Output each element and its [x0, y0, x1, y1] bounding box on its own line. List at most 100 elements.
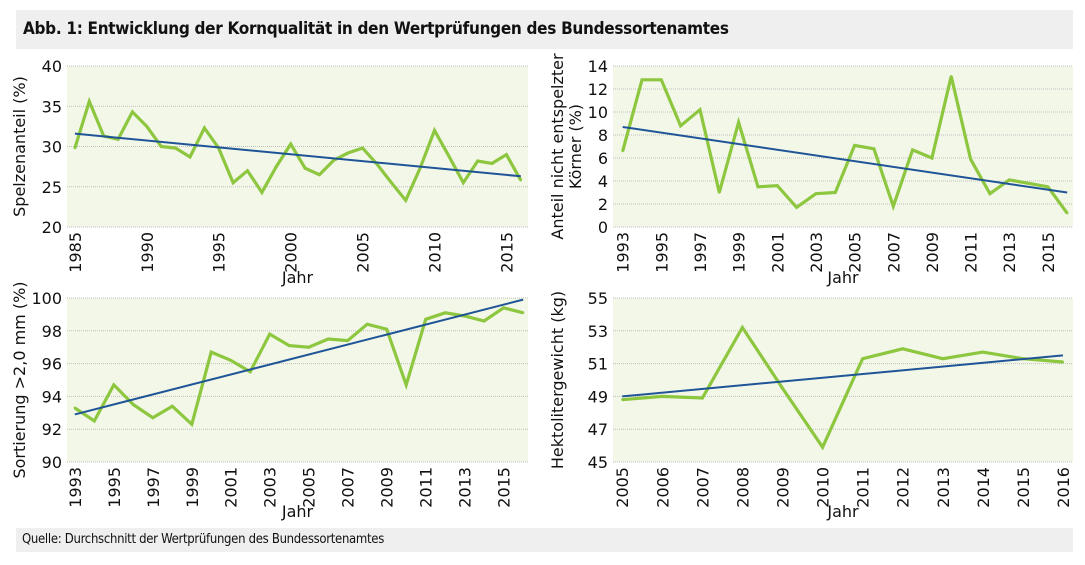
trend-line	[622, 354, 1064, 398]
data-point	[365, 323, 369, 326]
x-tick-label: 2013	[1000, 232, 1019, 273]
data-point	[288, 344, 291, 347]
data-point	[73, 406, 76, 410]
data-point	[901, 347, 904, 351]
y-axis-label: Spelzenanteil (%)	[10, 76, 29, 217]
x-tick-label: 1993	[66, 467, 85, 508]
data-point	[930, 156, 934, 160]
x-tick-label: 2005	[300, 467, 319, 508]
data-point	[1046, 185, 1050, 188]
data-point	[490, 162, 494, 165]
x-axis-label: Jahr	[826, 268, 859, 287]
plot-area	[613, 66, 1073, 227]
y-tick-label: 51	[588, 355, 608, 374]
data-point	[132, 403, 135, 406]
x-tick-label: 2015	[497, 232, 516, 273]
trend-line	[74, 132, 521, 178]
data-point	[203, 126, 206, 130]
data-point	[289, 142, 292, 146]
data-point	[131, 110, 134, 114]
data-point	[151, 416, 154, 419]
y-tick-label: 4	[598, 172, 608, 191]
data-point	[433, 129, 436, 132]
x-tick-label: 1995	[210, 232, 229, 273]
x-tick-label: 2003	[261, 467, 280, 508]
data-point	[737, 121, 740, 124]
data-point	[834, 191, 837, 194]
data-point	[853, 144, 856, 147]
data-point	[911, 148, 914, 152]
y-axis-label: Sortierung >2,0 mm (%)	[10, 281, 29, 478]
data-point	[519, 179, 523, 182]
data-point	[861, 357, 864, 360]
y-tick-label: 92	[42, 420, 62, 439]
chart-2: 0 2 4 6 8 10 12 14 1993 1995 1997 1999 2001 2003 2005 2…	[548, 53, 1073, 287]
source-note: Quelle: Durchschnitt der Wertprüfungen d…	[22, 532, 384, 547]
series-line	[73, 96, 523, 204]
x-tick-label: 2012	[894, 467, 913, 508]
data-point	[781, 387, 784, 390]
data-point	[443, 311, 447, 314]
data-point	[361, 146, 364, 150]
x-tick-label: 2007	[884, 232, 903, 273]
data-point	[718, 191, 721, 194]
data-point	[1008, 178, 1011, 182]
y-tick-label: 40	[42, 57, 62, 76]
x-tick-label: 2011	[854, 467, 873, 508]
data-point	[210, 350, 213, 354]
x-tick-label: 2009	[773, 467, 792, 508]
data-point	[307, 346, 310, 349]
x-tick-label: 2005	[846, 232, 865, 273]
x-axis-label: Jahr	[826, 502, 859, 521]
data-point	[679, 124, 682, 128]
data-point	[73, 146, 77, 150]
data-point	[621, 398, 624, 401]
data-point	[660, 78, 663, 82]
data-point	[969, 157, 972, 161]
y-tick-label: 25	[42, 178, 62, 197]
figure-footer: Quelle: Durchschnitt der Wertprüfungen d…	[16, 528, 1073, 552]
data-point	[190, 423, 193, 426]
chart-1: 20 25 30 35 40 1985 1990 1995 2000 2005 2010 2015 Ja…	[10, 57, 528, 287]
x-tick-label: 2013	[934, 467, 953, 508]
figure-title: Abb. 1: Entwicklung der Kornqualität in …	[23, 19, 729, 39]
y-tick-label: 55	[588, 289, 608, 308]
data-point	[93, 419, 96, 423]
x-tick-label: 1985	[66, 232, 85, 273]
y-tick-label: 90	[42, 453, 62, 472]
data-point	[462, 181, 465, 184]
y-tick-label: 0	[598, 218, 608, 237]
data-point	[174, 146, 177, 150]
x-tick-label: 2009	[923, 232, 942, 273]
chart-3: 90 92 94 96 98 100 1993 1995 1997 1999 2001 2003 200…	[10, 281, 528, 521]
data-point	[698, 108, 702, 111]
x-tick-label: 2016	[1054, 467, 1073, 508]
y-tick-label: 8	[598, 126, 608, 145]
data-point	[327, 337, 330, 341]
x-tick-label: 1997	[691, 232, 710, 273]
series-line	[73, 306, 524, 428]
data-point	[303, 167, 307, 170]
data-point	[260, 191, 264, 194]
plot-area	[67, 298, 528, 462]
data-point	[390, 181, 393, 184]
data-point	[988, 192, 992, 195]
x-tick-label: 2005	[613, 467, 632, 508]
data-point	[112, 383, 115, 387]
data-point	[268, 332, 271, 336]
data-point	[246, 169, 249, 172]
x-tick-label: 2001	[222, 467, 241, 508]
x-tick-label: 1999	[730, 232, 749, 273]
y-tick-label: 96	[42, 355, 62, 374]
x-tick-label: 2003	[807, 232, 826, 273]
data-point	[872, 147, 876, 150]
y-axis-label: Hektolitergewicht (kg)	[548, 291, 567, 469]
data-point	[385, 327, 388, 331]
data-point	[275, 165, 278, 168]
x-tick-label: 1993	[614, 232, 633, 273]
data-point	[332, 158, 336, 162]
data-point	[701, 396, 704, 400]
y-tick-label: 12	[588, 80, 608, 99]
x-tick-label: 1995	[652, 232, 671, 273]
